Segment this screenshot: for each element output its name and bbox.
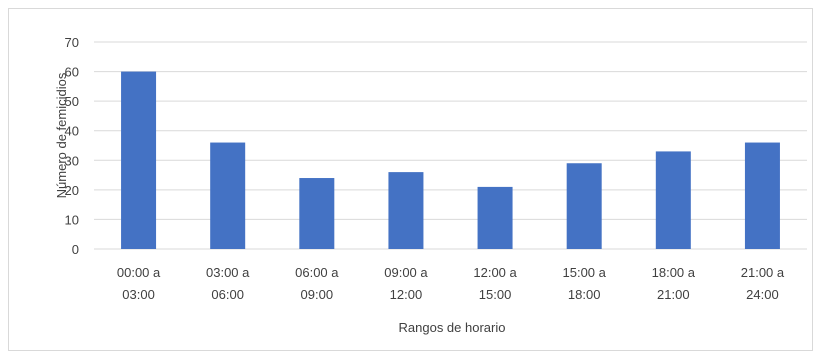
y-tick-label: 50 — [65, 94, 79, 109]
y-tick-label: 40 — [65, 124, 79, 139]
y-tick-label: 20 — [65, 183, 79, 198]
x-tick-label: 24:00 — [746, 287, 779, 302]
x-tick-label: 03:00 a — [206, 265, 250, 280]
x-tick-label: 21:00 — [657, 287, 690, 302]
x-tick-label: 12:00 — [390, 287, 423, 302]
y-tick-label: 60 — [65, 65, 79, 80]
x-tick-label: 03:00 — [122, 287, 155, 302]
y-tick-label: 70 — [65, 35, 79, 50]
bar — [477, 186, 513, 249]
bars — [121, 71, 780, 249]
x-tick-label: 21:00 a — [741, 265, 785, 280]
x-tick-label: 18:00 — [568, 287, 601, 302]
y-tick-label: 0 — [72, 242, 79, 257]
x-tick-label: 06:00 — [211, 287, 244, 302]
y-tick-label: 10 — [65, 212, 79, 227]
bar — [121, 71, 157, 249]
gridlines — [94, 41, 807, 250]
x-tick-label: 09:00 a — [384, 265, 428, 280]
y-axis-title: Número de femicidios — [54, 72, 69, 198]
x-tick-label: 15:00 a — [563, 265, 607, 280]
bar — [388, 172, 424, 249]
x-tick-labels: 00:00 a 03:00 03:00 a 06:00 06:00 a 09:00 09:0… — [117, 265, 785, 302]
x-axis-title: Rangos de horario — [399, 320, 506, 335]
bar — [744, 142, 780, 249]
bar — [655, 151, 691, 249]
x-tick-label: 00:00 a — [117, 265, 161, 280]
bar — [299, 178, 335, 249]
x-tick-label: 09:00 — [301, 287, 334, 302]
bar — [210, 142, 246, 249]
bar — [566, 163, 602, 249]
x-tick-label: 12:00 a — [473, 265, 517, 280]
x-tick-label: 06:00 a — [295, 265, 339, 280]
x-tick-label: 18:00 a — [652, 265, 696, 280]
y-tick-labels: 0 10 20 30 40 50 60 70 — [65, 35, 79, 257]
x-tick-label: 15:00 — [479, 287, 512, 302]
y-tick-label: 30 — [65, 153, 79, 168]
